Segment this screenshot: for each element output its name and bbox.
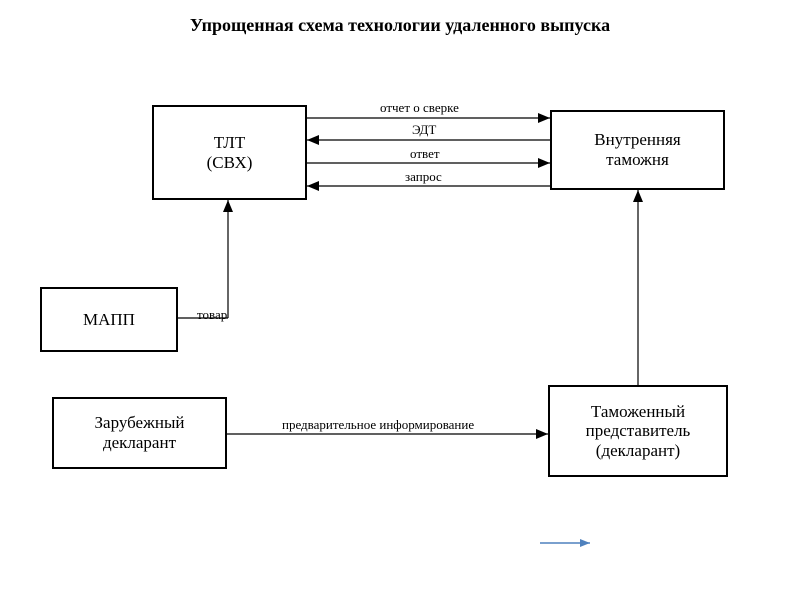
edge-label-sverka: отчет о сверке (380, 100, 459, 116)
node-customs-representative: Таможенный представитель (декларант) (548, 385, 728, 477)
text: (декларант) (596, 441, 680, 460)
diagram-title: Упрощенная схема технологии удаленного в… (105, 15, 695, 36)
text: ТЛТ (214, 133, 245, 152)
node-mapp: МАПП (40, 287, 178, 352)
edge-label-pred: предварительное информирование (282, 417, 474, 433)
diagram-canvas: Упрощенная схема технологии удаленного в… (0, 0, 800, 600)
text: Зарубежный (95, 413, 185, 432)
node-label: МАПП (83, 310, 135, 330)
edge-label-edt: ЭДТ (412, 122, 436, 138)
text: таможня (606, 150, 669, 169)
node-foreign-declarant: Зарубежный декларант (52, 397, 227, 469)
text: (СВХ) (207, 153, 253, 172)
node-label: Внутренняя таможня (594, 130, 680, 169)
text: МАПП (83, 310, 135, 329)
text: декларант (103, 433, 176, 452)
text: представитель (586, 421, 691, 440)
text: Внутренняя (594, 130, 680, 149)
node-label: ТЛТ (СВХ) (207, 133, 253, 172)
edge-label-otvet: ответ (410, 146, 440, 162)
text: Таможенный (591, 402, 685, 421)
edge-label-tovar: товар (197, 307, 227, 323)
edge-label-zapros: запрос (405, 169, 442, 185)
node-tlt-svh: ТЛТ (СВХ) (152, 105, 307, 200)
node-label: Таможенный представитель (декларант) (586, 402, 691, 461)
node-label: Зарубежный декларант (95, 413, 185, 452)
node-inner-customs: Внутренняя таможня (550, 110, 725, 190)
